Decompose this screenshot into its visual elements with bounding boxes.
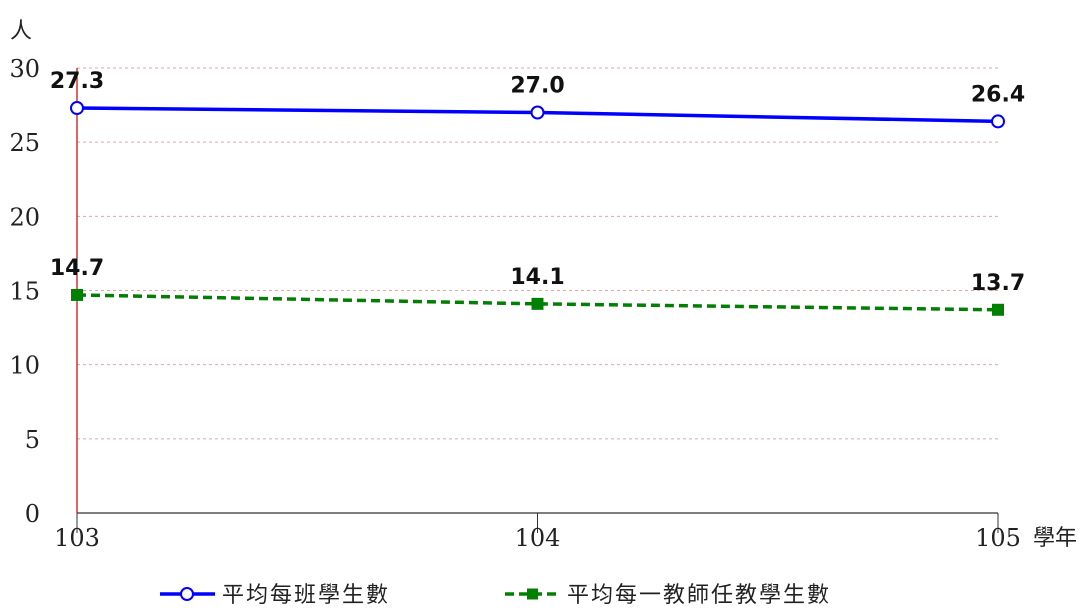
gridlines: [77, 67, 998, 440]
legend-marker: [180, 587, 194, 601]
legend: 平均每班學生數 平均每一教師任教學生數: [160, 583, 831, 608]
data-label: 27.0: [510, 74, 564, 99]
legend-item-1: 平均每班學生數: [160, 583, 390, 608]
y-tick-label: 20: [9, 203, 40, 231]
data-point: [991, 114, 1005, 129]
y-tick-label: 15: [9, 278, 40, 306]
x-tick-label: 103: [54, 524, 100, 552]
data-label: 14.7: [50, 256, 104, 281]
data-point: [530, 105, 545, 120]
y-tick-label: 10: [9, 352, 40, 380]
legend-item-2: 平均每一教師任教學生數: [505, 583, 831, 608]
x-tick-label: 105: [975, 524, 1021, 552]
y-tick-label: 5: [25, 426, 40, 454]
y-tick-label: 25: [9, 129, 40, 157]
data-point: [70, 101, 84, 116]
y-tick-label: 0: [25, 500, 40, 528]
y-axis-ticks: 0 5 10 15 20 25 30: [9, 55, 40, 528]
series: 27.3 27.0 26.4 14.7 14.1 13.7: [50, 69, 1025, 316]
x-axis-ticks: 103 104 105: [54, 513, 1021, 552]
x-axis-unit: 學年: [1033, 526, 1077, 551]
data-label: 14.1: [510, 265, 564, 290]
x-tick-label: 104: [515, 524, 561, 552]
y-axis-unit: 人: [10, 19, 32, 44]
data-label: 13.7: [971, 271, 1025, 296]
legend-label: 平均每班學生數: [222, 583, 390, 608]
series-1: 27.3 27.0 26.4: [50, 69, 1025, 129]
data-label: 27.3: [50, 69, 104, 94]
y-tick-label: 30: [9, 55, 40, 83]
data-point: [531, 297, 544, 310]
data-point: [71, 288, 83, 301]
legend-marker: [527, 588, 538, 600]
data-point: [992, 303, 1004, 316]
series-2: 14.7 14.1 13.7: [50, 256, 1025, 316]
legend-label: 平均每一教師任教學生數: [567, 583, 831, 608]
data-label: 26.4: [971, 82, 1025, 107]
